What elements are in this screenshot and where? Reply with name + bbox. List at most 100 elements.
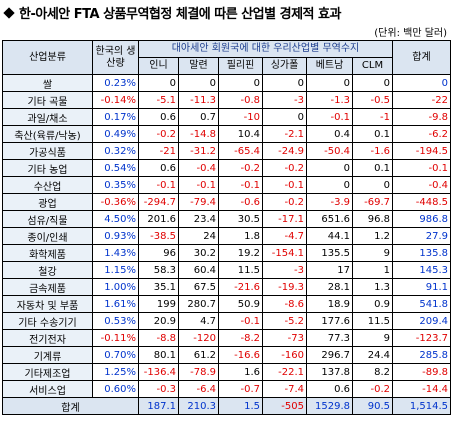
- total-row: 합계 187.1 210.3 1.5 -505 1529.8 90.5 1,514.5: [2, 397, 451, 415]
- table-cell: 135.8: [392, 244, 451, 262]
- header-cell: 대아세안 회원국에 대한 우리산업별 무역수지: [138, 40, 393, 58]
- table-cell: 0: [218, 74, 263, 92]
- table-cell: 전기전자: [2, 329, 93, 347]
- table-row: 축산(육류/낙농) 0.49% -0.2 -14.8 10.4 -2.1 0.4 0.1 -6.…: [2, 125, 451, 143]
- header-cell: CLM: [352, 57, 393, 75]
- table-cell: 1.43%: [92, 244, 139, 262]
- table-cell: 1.3: [352, 278, 393, 296]
- table-cell: 9: [352, 244, 393, 262]
- table-cell: -31.2: [178, 142, 219, 160]
- table-cell: 651.6: [306, 210, 353, 228]
- table-cell: -0.5: [352, 91, 393, 109]
- table-cell: -22.1: [262, 363, 307, 381]
- table-cell: 0.93%: [92, 227, 139, 245]
- header-row: 산업분류 한국의 생산량 대아세안 회원국에 대한 우리산업별 무역수지 합계: [2, 40, 451, 75]
- table-cell: -9.8: [392, 108, 451, 126]
- table-cell: 0.49%: [92, 125, 139, 143]
- table-cell: 1.5: [218, 397, 263, 415]
- table-cell: 199: [138, 295, 179, 313]
- table-cell: -50.4: [306, 142, 353, 160]
- table-cell: -19.3: [262, 278, 307, 296]
- table-cell: 210.3: [178, 397, 219, 415]
- table-row: 기타 농업 0.54% 0.6 -0.4 -0.2 -0.2 0 0.1 -0.1: [2, 159, 451, 177]
- table-cell: 177.6: [306, 312, 353, 330]
- table-row: 수산업 0.35% -0.1 -0.1 -0.1 -0.1 0 0 -0.4: [2, 176, 451, 194]
- table-cell: -10: [218, 108, 263, 126]
- diamond-icon: [3, 7, 15, 19]
- table-cell: -0.1: [306, 108, 353, 126]
- table-cell: -8.2: [218, 329, 263, 347]
- unit-note: (단위: 백만 달러): [374, 28, 447, 39]
- table-cell: 30.5: [218, 210, 263, 228]
- table-cell: 4.7: [178, 312, 219, 330]
- table-cell: -16.6: [218, 346, 263, 364]
- header-cell: 합계: [392, 40, 451, 75]
- table-cell: 8.2: [352, 363, 393, 381]
- table-cell: 0: [352, 176, 393, 194]
- table-row: 화학제품 1.43% 96 30.2 19.2 -154.1 135.5 9 135.8: [2, 244, 451, 262]
- table-cell: -0.14%: [92, 91, 139, 109]
- table-row: 과일/채소 0.17% 0.6 0.7 -10 0 -0.1 -1 -9.8: [2, 108, 451, 126]
- table-cell: -0.1: [218, 176, 263, 194]
- table-row: 쌀 0.23% 0 0 0 0 0 0 0: [2, 74, 451, 92]
- table-cell: 11.5: [218, 261, 263, 279]
- table-cell: 0.17%: [92, 108, 139, 126]
- table-cell: 9: [352, 329, 393, 347]
- table-cell: -73: [262, 329, 307, 347]
- table-cell: 17: [306, 261, 353, 279]
- table-cell: -89.8: [392, 363, 451, 381]
- table-cell: -79.4: [178, 193, 219, 211]
- table-row: 종이/인쇄 0.93% -38.5 24 1.8 -4.7 44.1 1.2 27.9: [2, 227, 451, 245]
- table-cell: 0.7: [178, 108, 219, 126]
- table-cell: 187.1: [138, 397, 179, 415]
- table-cell: 서비스업: [2, 380, 93, 398]
- table-cell: 기계류: [2, 346, 93, 364]
- table-cell: 0: [262, 108, 307, 126]
- table-cell: 0.23%: [92, 74, 139, 92]
- table-cell: -448.5: [392, 193, 451, 211]
- table-cell: 60.4: [178, 261, 219, 279]
- table-cell: -69.7: [352, 193, 393, 211]
- table-cell: -0.8: [218, 91, 263, 109]
- table-cell: 285.8: [392, 346, 451, 364]
- table-cell: 1.2: [352, 227, 393, 245]
- table-cell: -8.6: [262, 295, 307, 313]
- table-cell: -0.2: [138, 125, 179, 143]
- table-cell: -14.8: [178, 125, 219, 143]
- table-cell: -24.9: [262, 142, 307, 160]
- table-cell: 96: [138, 244, 179, 262]
- table-cell: -38.5: [138, 227, 179, 245]
- table-cell: 35.1: [138, 278, 179, 296]
- table-cell: -2.1: [262, 125, 307, 143]
- table-row: 기타 수송기기 0.53% 20.9 4.7 -0.1 -5.2 177.6 11.5 209.…: [2, 312, 451, 330]
- table-cell: 20.9: [138, 312, 179, 330]
- table-cell: -0.2: [262, 159, 307, 177]
- table-cell: -120: [178, 329, 219, 347]
- table-cell: 0.6: [138, 108, 179, 126]
- table-cell: 0: [352, 74, 393, 92]
- table-cell: 1.00%: [92, 278, 139, 296]
- table-cell: 0.54%: [92, 159, 139, 177]
- table-cell: 67.5: [178, 278, 219, 296]
- table-cell: 0: [262, 74, 307, 92]
- header-cell: 인니: [138, 57, 179, 75]
- table-cell: 201.6: [138, 210, 179, 228]
- table-cell: 209.4: [392, 312, 451, 330]
- header-cell: 필리핀: [218, 57, 263, 75]
- table-cell: -14.4: [392, 380, 451, 398]
- table-cell: 기타 수송기기: [2, 312, 93, 330]
- table-cell: 0: [306, 74, 353, 92]
- table-cell: -136.4: [138, 363, 179, 381]
- table-cell: 자동차 및 부품: [2, 295, 93, 313]
- table-row: 철강 1.15% 58.3 60.4 11.5 -3 17 1 145.3: [2, 261, 451, 279]
- header-cell: 싱가폴: [262, 57, 307, 75]
- table-cell: -0.1: [262, 176, 307, 194]
- table-cell: -0.1: [138, 176, 179, 194]
- table-cell: 0.9: [352, 295, 393, 313]
- table-cell: -294.7: [138, 193, 179, 211]
- table-cell: 기타제조업: [2, 363, 93, 381]
- table-cell: 0.6: [138, 159, 179, 177]
- table-cell: -11.3: [178, 91, 219, 109]
- header-cell: 말련: [178, 57, 219, 75]
